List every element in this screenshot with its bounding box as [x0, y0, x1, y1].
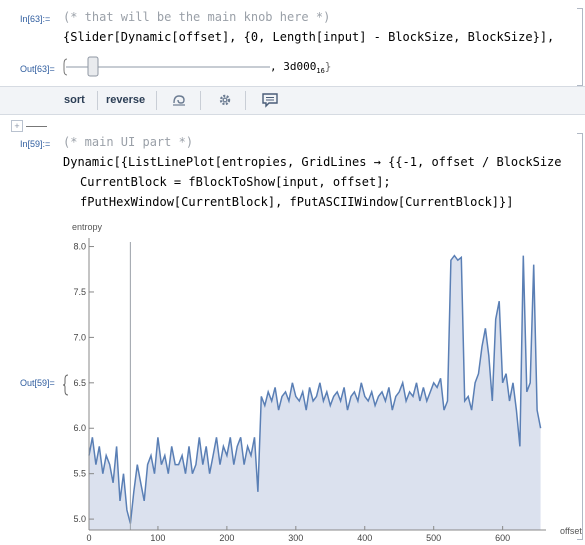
- x-axis-label: offset: [560, 526, 582, 536]
- slider-thumb[interactable]: [87, 56, 99, 77]
- y-tick-label: 7.5: [73, 287, 86, 297]
- cell-63-bracket[interactable]: [577, 8, 583, 86]
- cell-59-line-3[interactable]: fPutHexWindow[CurrentBlock], fPutASCIIWi…: [80, 195, 514, 209]
- y-tick-label: 5.5: [73, 469, 86, 479]
- entropy-series-line: [88, 254, 542, 524]
- y-tick-label: 6.5: [73, 378, 86, 388]
- cell-59-line-2[interactable]: CurrentBlock = fBlockToShow[input, offse…: [80, 175, 391, 189]
- cell-63-in-label: In[63]:=: [20, 14, 51, 24]
- y-tick-label: 8.0: [73, 242, 86, 252]
- cell-59-bracket[interactable]: [577, 133, 583, 540]
- output-open-brace: [62, 374, 69, 396]
- cell-59-line-1[interactable]: Dynamic[{ListLinePlot[entropies, GridLin…: [63, 155, 562, 169]
- toolbar-divider: [245, 91, 246, 110]
- toolbar-divider: [156, 91, 157, 110]
- x-tick-label: 0: [86, 533, 91, 543]
- y-axis-label: entropy: [72, 222, 103, 232]
- entropy-chart[interactable]: 5.0 5.5 6.0 6.5 7.0 7.5 8.0 0 100 200 300 400 500 600…: [62, 220, 585, 545]
- slider-output-text: , 3d000: [270, 60, 317, 73]
- slider-output-base: 16: [316, 67, 325, 76]
- suggestions-bar: sort reverse: [0, 86, 585, 115]
- gear-icon[interactable]: [216, 92, 234, 108]
- output-brace: }: [324, 60, 332, 73]
- offset-slider[interactable]: [62, 56, 272, 78]
- entropy-area-fill: [89, 255, 541, 530]
- cell-63-comment: (* that will be the main knob here *): [63, 10, 331, 24]
- x-tick-label: 600: [495, 533, 510, 543]
- cell-59-out-label: Out[59]=: [20, 378, 55, 388]
- cell-insertion-line: [26, 126, 47, 127]
- x-tick-label: 100: [150, 533, 165, 543]
- slider-output-value: , 3d00016}: [270, 60, 331, 75]
- add-cell-icon[interactable]: +: [11, 120, 23, 132]
- sort-button[interactable]: sort: [64, 94, 85, 106]
- swirl-icon[interactable]: [170, 92, 188, 108]
- y-tick-label: 6.0: [73, 423, 86, 433]
- chat-icon[interactable]: [261, 92, 279, 108]
- cell-63-code[interactable]: {Slider[Dynamic[offset], {0, Length[inpu…: [63, 30, 555, 44]
- cell-59-in-label: In[59]:=: [20, 139, 51, 149]
- y-tick-label: 5.0: [73, 514, 86, 524]
- toolbar-divider: [200, 91, 201, 110]
- y-tick-label: 7.0: [73, 332, 86, 342]
- toolbar-divider: [97, 91, 98, 110]
- reverse-button[interactable]: reverse: [106, 94, 146, 106]
- cell-63-out-label: Out[63]=: [20, 64, 55, 74]
- x-tick-label: 300: [288, 533, 303, 543]
- x-tick-label: 400: [357, 533, 372, 543]
- cell-59-comment: (* main UI part *): [63, 135, 194, 149]
- x-tick-label: 200: [219, 533, 234, 543]
- x-tick-label: 500: [426, 533, 441, 543]
